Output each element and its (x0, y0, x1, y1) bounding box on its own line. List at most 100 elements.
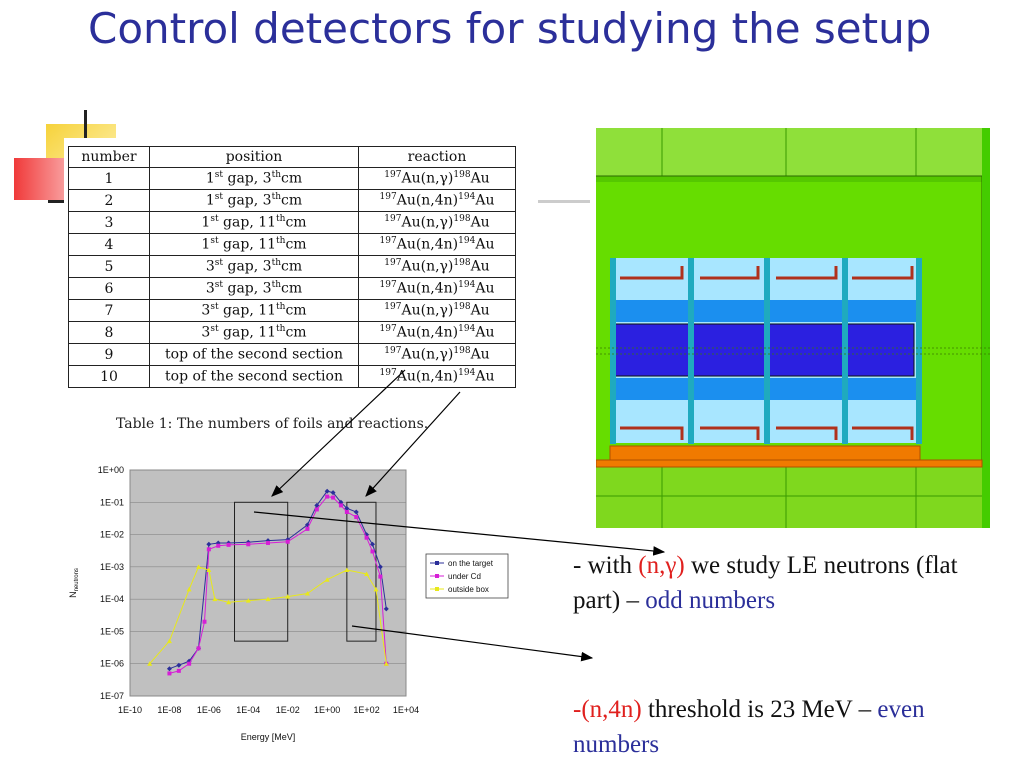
cell-reaction: 197Au(n,4n)194Au (358, 233, 516, 256)
position-part: st (214, 170, 224, 181)
series-line-1 (169, 496, 387, 674)
cell-position: 1st gap, 3thcm (149, 167, 359, 190)
energy-spectrum-chart: 1E+00 1E-01 1E-02 1E-03 1E-04 1E-05 1E-06 1E-07… (68, 465, 509, 742)
data-point (377, 564, 383, 570)
data-point (344, 505, 350, 511)
data-point (186, 586, 192, 592)
reaction-part: 198 (453, 170, 471, 181)
data-point (383, 606, 389, 612)
plot-area (129, 469, 407, 697)
cell-reaction: 197Au(n,4n)194Au (358, 365, 516, 388)
cell-position: 3st gap, 11thcm (149, 299, 359, 322)
data-point (166, 638, 172, 644)
arrow-table-to-chart-2 (365, 391, 461, 497)
data-point (176, 662, 182, 668)
position-part: gap, 3 (223, 170, 272, 187)
position-part: st (214, 280, 224, 291)
reaction-part: Au (470, 258, 490, 275)
reaction-part: 194 (458, 280, 476, 291)
table-row: 2 1st gap, 3thcm 197Au(n,4n)194Au (68, 189, 516, 212)
position-part: top of the second section (165, 368, 343, 385)
data-point (196, 646, 201, 651)
cell-reaction: 197Au(n,γ)198Au (358, 211, 516, 234)
reaction-part: 194 (458, 192, 476, 203)
data-point (304, 522, 310, 528)
reaction-part: 197 (384, 214, 402, 225)
data-point (383, 661, 389, 666)
data-point (245, 598, 251, 603)
reaction-part: 197 (384, 346, 402, 357)
legend-marker (435, 587, 439, 591)
table-row: 8 3st gap, 11thcm 197Au(n,4n)194Au (68, 321, 516, 344)
cell-position: 1st gap, 3thcm (149, 189, 359, 212)
position-part: st (210, 236, 219, 247)
position-part: 3 (205, 280, 215, 297)
arrow-chart-to-text-2 (351, 625, 594, 662)
reaction-part: Au (475, 324, 495, 341)
arrow-chart-to-text-1 (253, 511, 666, 556)
data-point (304, 590, 310, 596)
reaction-part: 197 (379, 236, 397, 247)
position-part: cm (285, 236, 307, 253)
y-axis-label-sub: neutrons (74, 568, 80, 591)
y-tick-label: 1E-02 (100, 530, 124, 540)
data-point (378, 574, 383, 579)
x-tick-label: 1E-10 (118, 705, 142, 715)
data-point (265, 596, 271, 602)
data-point (245, 539, 251, 545)
reaction-part: Au(n,4n) (396, 368, 459, 385)
data-point (285, 539, 290, 544)
position-part: st (210, 324, 219, 335)
cell-reaction: 197Au(n,γ)198Au (358, 167, 516, 190)
position-part: 1 (205, 192, 215, 209)
position-part: th (276, 302, 286, 313)
data-point (353, 509, 359, 515)
data-point (206, 547, 211, 552)
reaction-part: Au(n,4n) (396, 324, 459, 341)
data-point (246, 542, 251, 547)
cell-reaction: 197Au(n,γ)198Au (358, 299, 516, 322)
data-point (305, 526, 310, 531)
y-tick-label: 1E+00 (98, 465, 124, 475)
header-position: position (149, 146, 359, 168)
detector-geometry-image (596, 128, 990, 528)
table-row: 5 3st gap, 3thcm 197Au(n,γ)198Au (68, 255, 516, 278)
position-part: cm (281, 192, 303, 209)
foils-table-figure: number position reaction 1 1st gap, 3thcm… (64, 138, 534, 438)
table-body: 1 1st gap, 3thcm 197Au(n,γ)198Au 2 1st gap, … (68, 167, 516, 388)
data-point (226, 599, 232, 605)
data-point (206, 567, 212, 572)
position-part: th (271, 170, 281, 181)
cell-reaction: 197Au(n,γ)198Au (358, 255, 516, 278)
data-point (364, 535, 369, 540)
reaction-part: Au(n,γ) (401, 258, 454, 275)
cell-reaction: 197Au(n,γ)198Au (358, 343, 516, 366)
explanation-text-1: - with (n,γ) we study LE neutrons (flat … (573, 548, 1003, 618)
reaction-part: 198 (453, 346, 471, 357)
reaction-part: Au (475, 368, 495, 385)
data-point (338, 503, 343, 508)
reaction-part: Au(n,γ) (401, 170, 454, 187)
position-part: th (276, 214, 286, 225)
y-tick-label: 1E-04 (100, 594, 124, 604)
position-part: st (214, 192, 224, 203)
x-tick-label: 1E+02 (353, 705, 379, 715)
table-row: 10 top of the second section 197Au(n,4n)19… (68, 365, 516, 388)
data-point (212, 596, 218, 602)
reaction-part: Au(n,γ) (401, 214, 454, 231)
position-part: st (210, 214, 219, 225)
position-part: th (271, 258, 281, 269)
selection-box-flat (234, 501, 289, 642)
data-point (370, 549, 375, 554)
reaction-part: 197 (384, 170, 402, 181)
cell-position: top of the second section (149, 365, 359, 388)
position-part: cm (281, 280, 303, 297)
x-tick-label: 1E-08 (157, 705, 181, 715)
data-point (370, 541, 376, 547)
data-point (202, 619, 207, 624)
reaction-part: Au(n,4n) (396, 236, 459, 253)
reaction-part: 194 (458, 368, 476, 379)
reaction-part: 197 (379, 192, 397, 203)
data-point (344, 567, 350, 572)
position-part: th (271, 192, 281, 203)
